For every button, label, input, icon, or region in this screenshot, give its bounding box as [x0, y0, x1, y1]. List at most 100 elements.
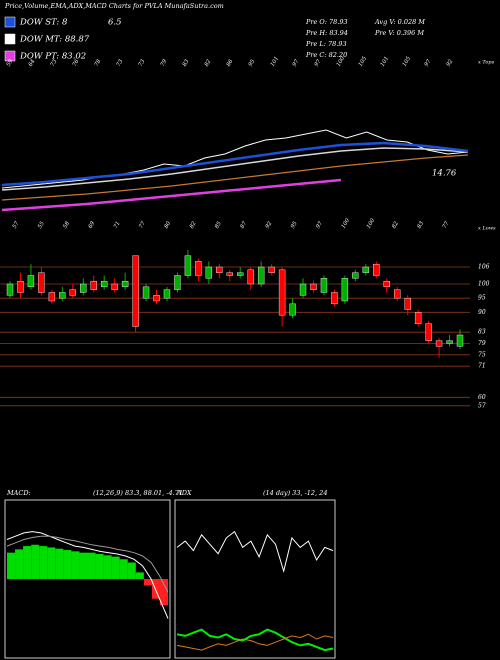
- candle-body: [435, 340, 443, 347]
- top-label: 64: [28, 58, 37, 67]
- top-label: 105: [358, 55, 369, 68]
- candle-body: [257, 266, 265, 285]
- info-text: Avg V: 0.028 M: [374, 18, 425, 26]
- legend-label: DOW PT: 83.02: [19, 52, 86, 62]
- candle-body: [38, 272, 45, 293]
- candle-body: [404, 297, 411, 310]
- series-line: [176, 530, 334, 573]
- histogram-bar: [31, 544, 40, 579]
- candle-body: [17, 280, 24, 293]
- series-line: [6, 535, 169, 593]
- low-label: 58: [62, 220, 71, 229]
- histogram-bar: [151, 579, 160, 599]
- candle-body: [121, 280, 129, 288]
- y-tick-label: 60: [478, 394, 486, 401]
- candle-body: [268, 266, 275, 273]
- y-tick-label: 75: [478, 351, 486, 358]
- low-label: 83: [417, 220, 426, 229]
- series-line: [1, 147, 469, 191]
- low-label: 69: [88, 220, 97, 229]
- panel-subtitle: (14 day) 33, -12, 24: [263, 489, 327, 497]
- top-label: 78: [94, 58, 103, 67]
- top-label: 97: [314, 58, 323, 67]
- legend-label: DOW MT: 88.87: [19, 35, 90, 45]
- y-tick-label: 79: [478, 340, 486, 347]
- candle-body: [425, 323, 432, 341]
- top-label: 86: [226, 58, 235, 67]
- low-label: 87: [239, 220, 248, 229]
- candle-body: [6, 283, 14, 296]
- candle-body: [237, 272, 244, 276]
- candle-body: [394, 289, 401, 299]
- candle-body: [331, 292, 338, 305]
- top-label: 59: [6, 58, 15, 67]
- low-label: 57: [12, 220, 21, 229]
- histogram-bar: [71, 551, 80, 579]
- top-label: 76: [72, 58, 81, 67]
- y-tick-label: 83: [478, 329, 486, 336]
- histogram-bar: [111, 556, 120, 579]
- histogram-bar: [63, 550, 72, 579]
- histogram-bar: [119, 559, 128, 579]
- candle-body: [310, 283, 317, 290]
- panel-frame: [174, 499, 336, 659]
- top-label: 92: [446, 58, 455, 67]
- top-label: 82: [204, 58, 213, 67]
- candle-body: [216, 266, 223, 273]
- low-label: 77: [442, 220, 451, 229]
- y-tick-label: 90: [478, 309, 486, 316]
- top-label: 101: [270, 56, 280, 68]
- panel-subtitle: (12,26,9) 83.3, 88.01, -4.71: [93, 489, 183, 497]
- histogram-bar: [135, 572, 144, 579]
- candle-body: [289, 303, 296, 316]
- series-line: [6, 531, 169, 619]
- candle-body: [48, 292, 56, 302]
- low-label: 100: [366, 217, 377, 230]
- info-text: Pre H: 83.94: [305, 29, 348, 37]
- low-label: 82: [189, 220, 198, 229]
- low-label: 80: [164, 220, 173, 229]
- y-tick-label: 57: [478, 402, 486, 409]
- candle-body: [195, 261, 202, 276]
- candle-body: [100, 280, 108, 288]
- candle-body: [362, 266, 370, 273]
- histogram-bar: [55, 548, 64, 579]
- series-line: [1, 178, 342, 212]
- series-line: [1, 141, 469, 187]
- info-text: Pre L: 78.93: [305, 40, 347, 48]
- series-line: [1, 129, 469, 189]
- panel-title: MACD:: [6, 489, 31, 497]
- info-text: Pre C: 82.20: [305, 51, 347, 59]
- histogram-bar: [23, 546, 32, 579]
- candle-body: [247, 269, 254, 285]
- candle-body: [205, 266, 213, 279]
- candle-body: [383, 280, 390, 288]
- histogram-bar: [143, 579, 152, 586]
- series-line: [176, 628, 334, 652]
- y-tick-label: 71: [478, 363, 486, 370]
- candle-body: [142, 286, 150, 299]
- candle-body: [174, 275, 181, 290]
- candle-body: [352, 272, 359, 279]
- series-line: [1, 154, 469, 201]
- candle-body: [132, 255, 139, 327]
- tops-label: x Tops: [478, 60, 495, 66]
- candle-body: [320, 278, 328, 293]
- legend-extra: 6.5: [108, 18, 122, 28]
- top-label: 97: [424, 58, 433, 67]
- candle-body: [373, 263, 380, 276]
- top-label: 73: [138, 58, 147, 67]
- top-label: 83: [182, 58, 191, 67]
- low-label: 77: [138, 220, 147, 229]
- candle-body: [69, 289, 76, 296]
- candle-body: [456, 334, 464, 347]
- info-text: Pre O: 78.93: [305, 18, 348, 26]
- candle-body: [163, 289, 171, 299]
- candle-body: [278, 269, 286, 316]
- info-text: Pre V: 0.396 M: [374, 29, 424, 37]
- histogram-bar: [95, 553, 104, 579]
- y-tick-label: 106: [478, 264, 490, 271]
- candle-body: [27, 275, 35, 288]
